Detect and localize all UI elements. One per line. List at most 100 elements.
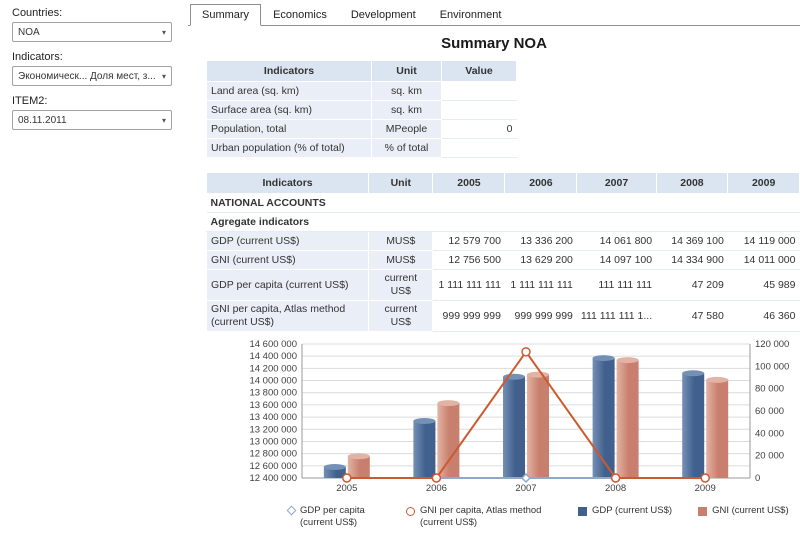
years-table: Indicators Unit 2005 2006 2007 2008 2009 NATION… [205,172,800,332]
svg-text:2009: 2009 [695,483,716,494]
column-header: Indicators [206,60,372,82]
column-header: 2005 [432,172,506,194]
column-header: Unit [368,172,434,194]
value-cell: 0 [441,119,517,139]
value-cell: 12 579 700 [432,231,505,251]
years-table-row: GNI (current US$) MUS$ 12 756 500 13 629 20… [205,250,800,270]
svg-text:100 000: 100 000 [755,361,789,372]
section-label: Agregate indicators [206,212,800,232]
years-table-row: GNI per capita, Atlas method (current US… [205,300,800,332]
item2-label: ITEM2: [12,95,48,107]
svg-text:80 000: 80 000 [755,384,784,395]
legend-label: GNI (current US$) [712,505,789,516]
value-table-row: Surface area (sq. km) sq. km [206,100,517,120]
countries-label: Countries: [12,7,63,19]
svg-text:2008: 2008 [605,483,626,494]
value-cell: 14 011 000 [727,250,800,270]
unit-cell: current US$ [368,300,434,332]
legend-label: GDP (current US$) [592,505,673,516]
indicators-dropdown[interactable]: Экономическ... Доля мест, з... (1374) ▾ [12,66,172,86]
square-marker-icon [578,507,587,516]
indicator-cell: GDP (current US$) [205,231,370,251]
circle-marker-icon [406,507,415,516]
legend-item: GDP per capita (current US$) [286,505,380,529]
svg-text:13 200 000: 13 200 000 [249,424,297,435]
indicator-cell: GNI per capita, Atlas method (current US… [205,300,370,332]
legend-label: GDP per capita (current US$) [300,505,365,528]
legend-item: GDP (current US$) [578,505,672,517]
column-header: Value [441,60,517,82]
chart-area: 12 400 000 12 600 000 12 800 000 13 000 000… [240,338,800,529]
column-header: 2008 [655,172,729,194]
svg-text:13 400 000: 13 400 000 [249,412,297,423]
unit-cell: current US$ [368,269,434,301]
indicator-cell: Urban population (% of total) [206,138,372,158]
countries-dropdown-value: NOA [18,26,40,38]
legend-item: GNI (current US$) [698,505,789,517]
tab-bar: Summary Economics Development Environment [188,0,800,26]
column-header: 2009 [727,172,800,194]
legend-item: GNI per capita, Atlas method (current US… [406,505,552,529]
tab-economics[interactable]: Economics [273,9,327,21]
svg-text:14 400 000: 14 400 000 [249,351,297,362]
svg-text:12 800 000: 12 800 000 [249,449,297,460]
section-row: NATIONAL ACCOUNTS [206,193,800,213]
indicators-dropdown-value: Экономическ... Доля мест, з... (1374) [18,70,159,82]
svg-text:120 000: 120 000 [755,339,789,350]
svg-text:13 800 000: 13 800 000 [249,388,297,399]
value-table-row: Population, total MPeople 0 [206,119,517,139]
chevron-down-icon: ▾ [161,71,166,81]
value-table: Indicators Unit Value Land area (sq. km) sq.… [206,60,517,158]
unit-cell: sq. km [371,100,442,120]
tab-environment[interactable]: Environment [439,9,502,21]
countries-field: Countries: NOA ▾ [12,7,174,42]
value-cell [441,100,517,120]
section-row: Agregate indicators [206,212,800,232]
column-header: 2007 [576,172,657,194]
section-label: NATIONAL ACCOUNTS [206,193,800,213]
svg-text:0: 0 [755,473,760,484]
value-cell: 1 111 111 111 [432,269,505,301]
chart-legend: GDP per capita (current US$) GNI per capi… [286,505,800,529]
value-cell: 1 111 111 111 [504,269,577,301]
tab-development[interactable]: Development [350,9,416,21]
value-cell: 47 580 [656,300,728,332]
value-cell: 45 989 [727,269,800,301]
unit-cell: MPeople [371,119,442,139]
value-cell: 999 999 999 [432,300,505,332]
item2-dropdown-value: 08.11.2011 [18,114,67,126]
svg-text:14 600 000: 14 600 000 [249,339,297,350]
main-panel: Summary Economics Development Environment S… [188,0,800,535]
value-cell: 999 999 999 [504,300,577,332]
value-cell: 13 336 200 [504,231,577,251]
indicator-cell: GDP per capita (current US$) [205,269,370,301]
indicator-cell: GNI (current US$) [205,250,370,270]
value-cell: 47 209 [656,269,728,301]
indicators-label: Indicators: [12,51,63,63]
svg-text:12 400 000: 12 400 000 [249,473,297,484]
tab-summary[interactable]: Summary [190,4,262,26]
page-title: Summary NOA [441,35,547,52]
column-header: Unit [371,60,442,82]
svg-text:14 000 000: 14 000 000 [249,376,297,387]
svg-text:12 600 000: 12 600 000 [249,461,297,472]
years-table-row: GDP (current US$) MUS$ 12 579 700 13 336 20… [205,231,800,251]
years-table-row: GDP per capita (current US$) current US$ 1… [205,269,800,301]
value-cell: 111 111 111 [576,269,657,301]
legend-label: GNI per capita, Atlas method (current US… [420,505,542,528]
chevron-down-icon: ▾ [161,115,166,125]
svg-text:2005: 2005 [336,483,357,494]
svg-text:2007: 2007 [515,483,536,494]
indicators-field: Indicators: Экономическ... Доля мест, з.… [12,51,174,86]
svg-text:40 000: 40 000 [755,428,784,439]
value-cell: 46 360 [727,300,800,332]
square-marker-icon [698,507,708,516]
value-cell [441,81,517,101]
value-cell: 14 334 900 [656,250,728,270]
value-table-row: Land area (sq. km) sq. km [206,81,517,101]
item2-dropdown[interactable]: 08.11.2011 ▾ [12,110,172,130]
unit-cell: sq. km [371,81,442,101]
countries-dropdown[interactable]: NOA ▾ [12,22,172,42]
